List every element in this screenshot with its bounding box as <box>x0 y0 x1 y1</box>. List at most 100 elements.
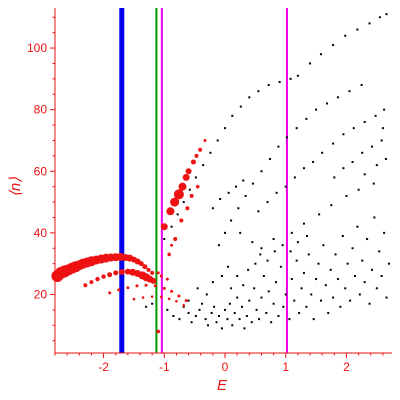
black-point <box>288 318 291 321</box>
black-point <box>227 191 230 194</box>
red-point <box>166 207 175 216</box>
black-point <box>378 250 381 253</box>
red-point <box>150 295 154 298</box>
black-point <box>207 324 210 327</box>
black-point <box>251 241 254 244</box>
black-point <box>368 22 371 25</box>
black-point <box>336 278 339 281</box>
red-point <box>185 168 192 175</box>
black-point <box>385 296 388 299</box>
black-point <box>361 259 364 262</box>
red-point <box>135 284 139 288</box>
black-point <box>295 259 298 262</box>
black-point <box>251 182 254 185</box>
black-point <box>348 90 351 93</box>
black-point <box>317 262 320 265</box>
black-point <box>224 127 227 130</box>
black-point <box>358 293 361 296</box>
black-point <box>260 296 263 299</box>
red-point <box>170 289 174 293</box>
black-point <box>238 318 241 321</box>
black-point <box>188 188 191 191</box>
black-point <box>224 308 227 311</box>
black-point <box>346 262 349 265</box>
black-point <box>242 179 245 182</box>
black-point <box>196 287 199 290</box>
black-point <box>352 127 355 130</box>
black-point <box>170 225 173 228</box>
black-point <box>289 77 292 80</box>
black-point <box>227 265 230 268</box>
black-point <box>281 244 284 247</box>
black-point <box>182 201 185 204</box>
black-point <box>293 176 296 179</box>
black-point <box>275 191 278 194</box>
axes: -2 -1 0 1 2 20 40 60 80 100 <box>27 8 392 374</box>
red-point <box>89 280 94 285</box>
red-point <box>185 206 190 211</box>
black-point <box>237 207 240 210</box>
black-point <box>176 213 179 216</box>
black-point <box>381 127 384 130</box>
black-point <box>270 321 273 324</box>
red-point <box>165 277 169 281</box>
black-point <box>339 305 342 308</box>
red-point <box>179 218 184 223</box>
red-point <box>83 283 88 288</box>
black-point <box>220 327 223 330</box>
x-tick-label: -2 <box>98 360 109 374</box>
black-point <box>166 308 169 311</box>
black-point <box>219 197 222 200</box>
red-point <box>173 189 184 200</box>
black-point <box>319 299 322 302</box>
black-point <box>234 185 237 188</box>
red-point <box>108 291 112 295</box>
red-point <box>195 184 200 189</box>
red-point <box>203 138 207 142</box>
black-point <box>187 311 190 314</box>
red-point <box>182 173 190 181</box>
black-point <box>211 281 214 284</box>
black-point <box>363 281 366 284</box>
x-tick-label: 2 <box>343 360 350 374</box>
black-point <box>342 167 345 170</box>
black-point <box>248 299 251 302</box>
black-point <box>380 274 383 277</box>
black-point <box>258 318 261 321</box>
vertical-lines <box>119 8 288 353</box>
black-point <box>233 311 236 314</box>
red-point <box>126 286 130 290</box>
black-point <box>319 53 322 56</box>
red-point <box>177 294 181 298</box>
black-point <box>321 151 324 154</box>
black-point <box>190 321 193 324</box>
black-point <box>241 305 244 308</box>
red-point <box>107 272 113 278</box>
red-point <box>118 268 125 275</box>
black-point <box>211 207 214 210</box>
red-point <box>175 299 178 303</box>
black-point <box>309 62 312 65</box>
black-point <box>300 287 303 290</box>
red-point <box>170 243 174 247</box>
black-point <box>247 268 250 271</box>
black-point <box>163 238 166 241</box>
black-point <box>172 315 175 318</box>
black-point <box>296 74 299 77</box>
black-point <box>370 145 373 148</box>
black-point <box>341 234 344 237</box>
black-point <box>266 201 269 204</box>
black-point <box>239 231 242 234</box>
black-point <box>332 142 335 145</box>
black-point <box>236 296 239 299</box>
black-point <box>327 311 330 314</box>
red-point <box>184 299 188 303</box>
red-point <box>150 270 155 275</box>
black-point <box>307 253 310 256</box>
black-point <box>198 308 201 311</box>
black-point <box>215 321 218 324</box>
black-point <box>284 185 287 188</box>
black-point <box>272 238 275 241</box>
black-point <box>216 139 219 142</box>
black-point <box>253 287 256 290</box>
